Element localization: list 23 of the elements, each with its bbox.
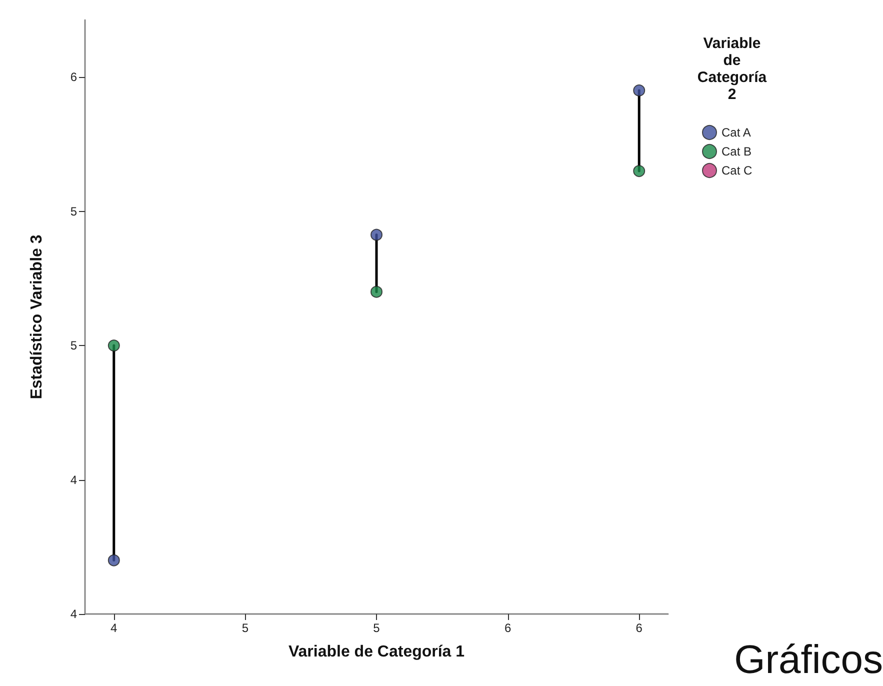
y-axis-title: Estadístico Variable 3 xyxy=(28,234,46,400)
point xyxy=(108,554,120,566)
x-tick-label: 6 xyxy=(636,621,643,635)
y-tick-label: 5 xyxy=(70,338,78,353)
legend-title: Variable de Categoría 2 xyxy=(697,35,768,103)
point xyxy=(370,228,382,241)
legend-label: Cat C xyxy=(722,164,753,178)
point xyxy=(108,340,120,352)
x-tick-label: 6 xyxy=(504,621,512,635)
text: Gráficos xyxy=(734,638,883,682)
x-axis-title: Variable de Categoría 1 xyxy=(288,644,465,660)
y-tick-label: 4 xyxy=(70,607,78,621)
legend-label: Cat B xyxy=(722,144,752,158)
point xyxy=(633,165,646,178)
y-tick-label: 6 xyxy=(70,70,78,84)
y-tick-label: 4 xyxy=(70,472,78,487)
point xyxy=(633,84,646,96)
x-tick-label: 5 xyxy=(242,621,249,635)
x-tick-label: 4 xyxy=(110,621,118,635)
legend-label: Cat A xyxy=(722,126,751,140)
y-tick-label: 5 xyxy=(70,204,78,218)
point xyxy=(370,286,382,298)
x-tick-label: 5 xyxy=(373,621,380,635)
